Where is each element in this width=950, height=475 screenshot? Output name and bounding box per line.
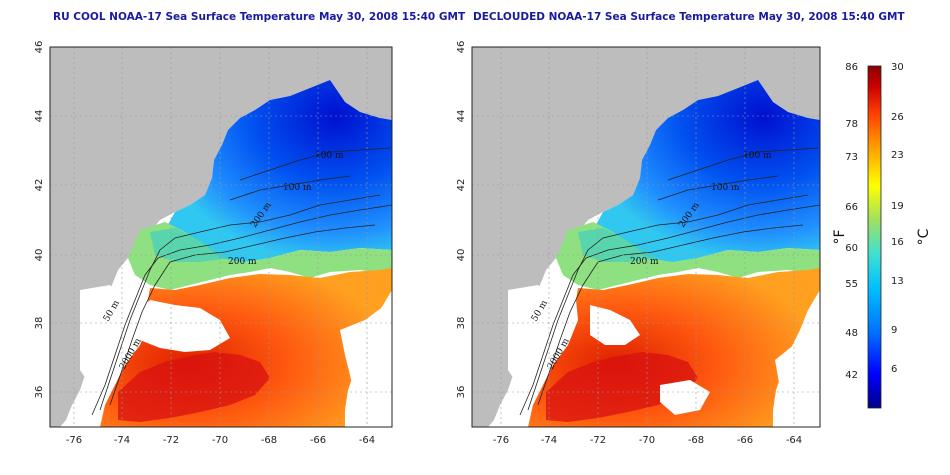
left-lon-76: -76 [66, 435, 82, 446]
right-cloud-patch-3 [660, 380, 710, 415]
right-land-mass [472, 47, 820, 427]
f-tick-60: 60 [845, 243, 858, 254]
left-lon-74: -74 [114, 435, 130, 446]
right-lon-74: -74 [541, 435, 557, 446]
right-cloud-coastal [508, 285, 553, 385]
f-tick-55: 55 [845, 279, 858, 290]
c-tick-19: 19 [891, 201, 904, 212]
c-tick-13: 13 [891, 276, 904, 287]
right-lon-68: -68 [688, 435, 704, 446]
right-map-frame [471, 46, 821, 428]
c-tick-30: 30 [891, 62, 904, 73]
left-lat-46: 46 [34, 41, 45, 54]
left-cloud-patch-1 [135, 300, 230, 352]
right-lat-36: 36 [456, 386, 467, 399]
left-lon-ticks: -76 -74 -72 -70 -68 -66 -64 [66, 435, 375, 446]
right-contour-label-100a: 100 m [743, 151, 772, 161]
right-lat-ticks: 46 44 42 40 38 36 [456, 41, 467, 399]
f-tick-66: 66 [845, 202, 858, 213]
c-tick-16: 16 [891, 237, 904, 248]
left-cloud-patch-2 [340, 300, 392, 427]
right-lat-38: 38 [456, 317, 467, 330]
right-lon-66: -66 [737, 435, 753, 446]
c-tick-23: 23 [891, 150, 904, 161]
colorbar-gradient [867, 65, 882, 409]
f-tick-78: 78 [845, 119, 858, 130]
temperature-colorbar: 86 78 73 66 60 55 48 42 30 26 23 19 16 1… [832, 62, 932, 409]
right-contour-label-200b: 200 m [630, 257, 659, 267]
right-map-panel: 100 m 100 m 200 m 200 m 50 m 2000 m 46 4… [456, 41, 821, 446]
left-lon-68: -68 [261, 435, 277, 446]
f-tick-73: 73 [845, 152, 858, 163]
right-contour-label-100b: 100 m [711, 183, 740, 193]
colorbar-celsius-ticks: 30 26 23 19 16 13 9 6 [891, 62, 904, 375]
left-lat-ticks: 46 44 42 40 38 36 [34, 41, 45, 399]
right-cloud-patch-1 [590, 305, 640, 345]
left-cloud-coastal [80, 285, 125, 385]
right-lon-70: -70 [639, 435, 655, 446]
left-lon-64: -64 [359, 435, 375, 446]
f-tick-86: 86 [845, 62, 858, 73]
fahrenheit-unit-label: °F [832, 229, 848, 244]
left-lon-72: -72 [163, 435, 179, 446]
f-tick-48: 48 [845, 328, 858, 339]
c-tick-26: 26 [891, 112, 904, 123]
right-lat-40: 40 [456, 249, 467, 262]
right-lon-64: -64 [786, 435, 802, 446]
left-lat-36: 36 [34, 386, 45, 399]
right-cold-shelf-water [593, 80, 820, 262]
right-lon-ticks: -76 -74 -72 -70 -68 -66 -64 [493, 435, 802, 446]
right-cloud-patch-2 [775, 320, 820, 427]
celsius-unit-label: °C [916, 228, 932, 245]
left-lon-66: -66 [310, 435, 326, 446]
c-tick-9: 9 [891, 325, 897, 336]
left-contour-label-200b: 200 m [228, 257, 257, 267]
left-land-mass [50, 47, 392, 427]
right-warm-core [546, 352, 698, 422]
left-contour-label-100b: 100 m [283, 183, 312, 193]
left-contour-label-100a: 100 m [315, 151, 344, 161]
right-panel-title: DECLOUDED NOAA-17 Sea Surface Temperatur… [473, 11, 905, 23]
left-lat-38: 38 [34, 317, 45, 330]
right-nova-scotia [758, 60, 820, 120]
left-nova-scotia [330, 60, 392, 120]
left-lon-70: -70 [212, 435, 228, 446]
right-lat-44: 44 [456, 110, 467, 123]
right-lat-46: 46 [456, 41, 467, 54]
right-lon-72: -72 [590, 435, 606, 446]
left-lat-40: 40 [34, 249, 45, 262]
left-map-frame [49, 46, 393, 428]
left-map-panel: 100 m 100 m 200 m 200 m 50 m 2000 m 46 4… [34, 41, 393, 446]
f-tick-42: 42 [845, 370, 858, 381]
right-lon-76: -76 [493, 435, 509, 446]
left-warm-core [118, 352, 270, 422]
left-lat-42: 42 [34, 179, 45, 192]
left-lat-44: 44 [34, 110, 45, 123]
colorbar-fahrenheit-ticks: 86 78 73 66 60 55 48 42 [845, 62, 858, 381]
right-graticule [472, 47, 820, 427]
right-lat-42: 42 [456, 179, 467, 192]
left-graticule [50, 47, 392, 427]
left-panel-title: RU COOL NOAA-17 Sea Surface Temperature … [53, 11, 466, 23]
c-tick-6: 6 [891, 364, 897, 375]
left-cold-shelf-water [165, 80, 392, 262]
